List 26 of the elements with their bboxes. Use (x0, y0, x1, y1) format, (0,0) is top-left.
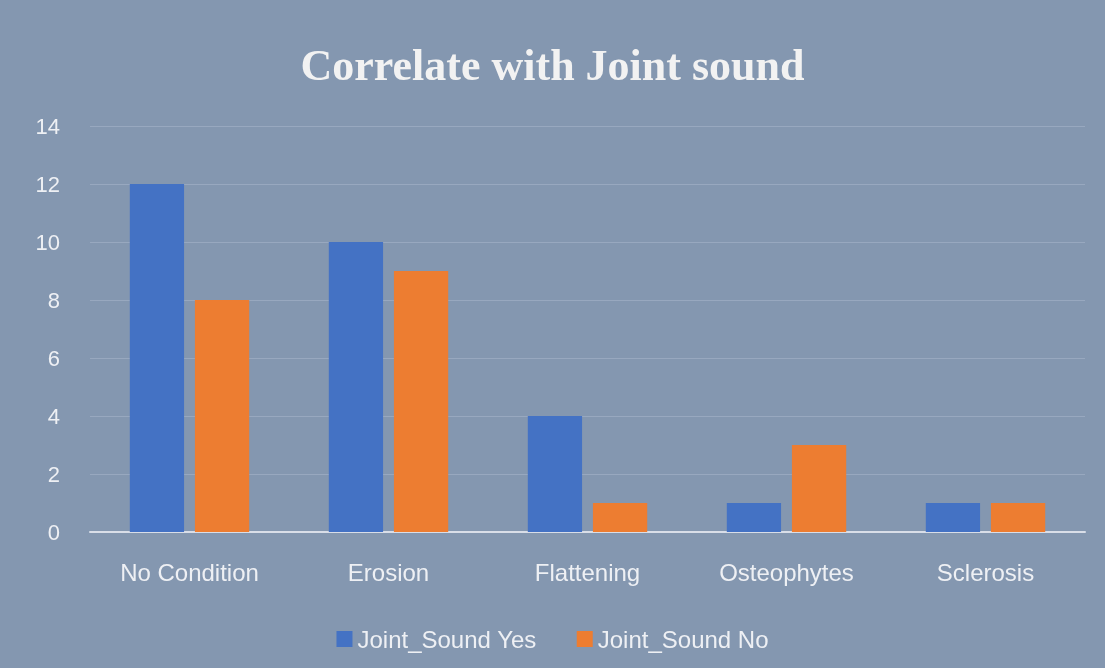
bar (592, 503, 648, 532)
y-tick-label: 2 (47, 461, 60, 487)
bar (393, 271, 449, 532)
bar (791, 445, 847, 532)
y-tick-label: 6 (47, 345, 60, 371)
bar (328, 242, 384, 532)
y-tick-label: 10 (35, 229, 60, 255)
legend-label: Joint_Sound Yes (357, 625, 537, 653)
bar (726, 503, 782, 532)
chart-title: Correlate with Joint sound (300, 40, 805, 90)
y-tick-label: 14 (35, 113, 60, 139)
y-tick-label: 8 (47, 287, 60, 313)
x-tick-label: No Condition (120, 558, 259, 586)
bar (925, 503, 981, 532)
bar (990, 503, 1046, 532)
x-tick-label: Flattening (534, 558, 641, 586)
y-tick-label: 12 (35, 171, 60, 197)
bar (129, 184, 185, 532)
x-tick-label: Sclerosis (936, 558, 1035, 586)
bar (194, 300, 250, 532)
y-tick-label: 0 (47, 519, 60, 545)
y-tick-label: 4 (47, 403, 60, 429)
x-tick-label: Erosion (347, 558, 430, 586)
x-tick-label: Osteophytes (719, 558, 854, 586)
bar (527, 416, 583, 532)
legend-label: Joint_Sound No (597, 625, 769, 653)
